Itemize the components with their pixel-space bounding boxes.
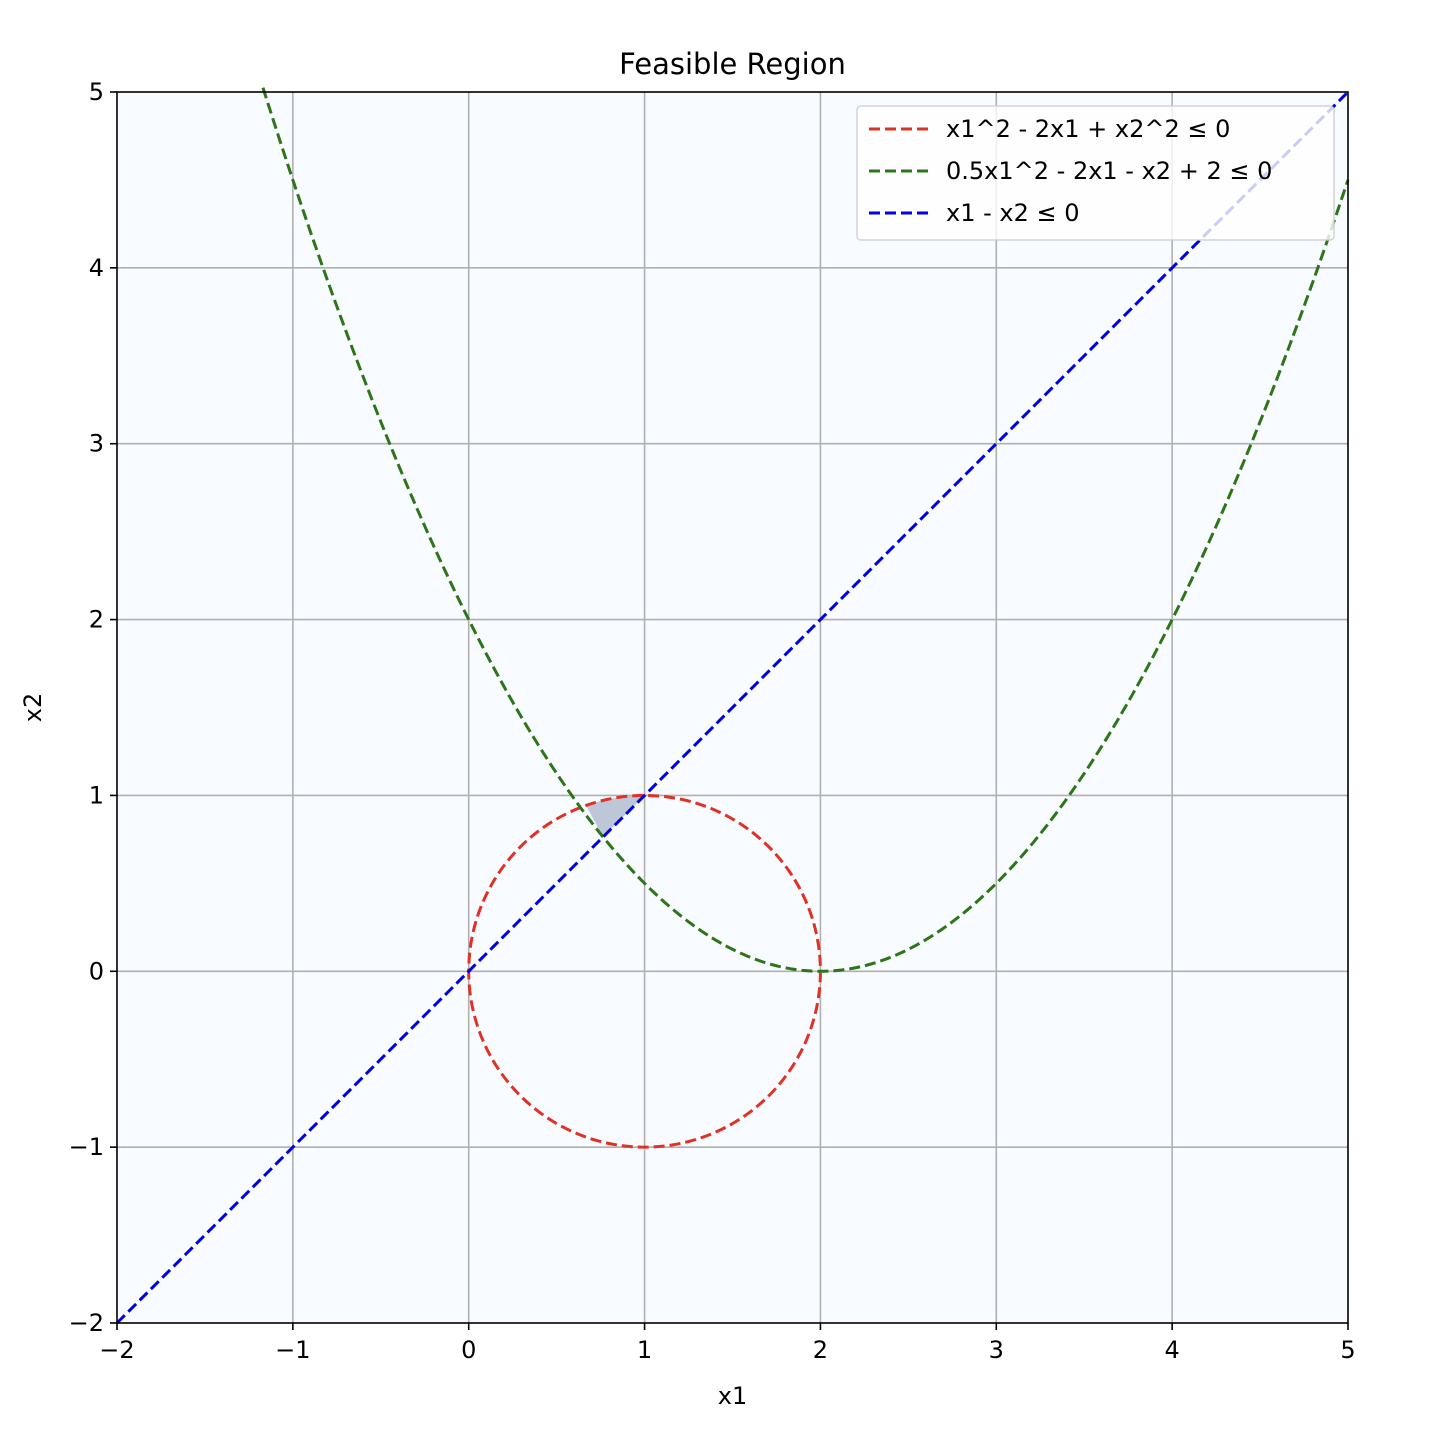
legend: x1^2 - 2x1 + x2^2 ≤ 0 0.5x1^2 - 2x1 - x2 … <box>856 105 1335 241</box>
y-tick-label: 2 <box>89 606 104 634</box>
series-line-3 <box>115 90 1350 1325</box>
legend-label-2: 0.5x1^2 - 2x1 - x2 + 2 ≤ 0 <box>946 157 1272 185</box>
x-tick-label: 3 <box>989 1336 1004 1364</box>
x-tick-label: 5 <box>1340 1336 1355 1364</box>
series-line-2 <box>261 87 1350 973</box>
x-axis-label: x1 <box>718 1382 747 1410</box>
y-tick-label: 5 <box>89 78 104 106</box>
chart-title: Feasible Region <box>619 47 846 81</box>
axis-ticks: −2 −1 0 1 2 3 4 5 −2 −1 0 1 2 3 4 5 <box>69 78 1356 1364</box>
y-tick-label: 4 <box>89 254 104 282</box>
y-tick-label: 0 <box>89 957 104 985</box>
y-axis-label: x2 <box>19 693 47 722</box>
series-layer <box>115 87 1350 1325</box>
x-tick-label: 4 <box>1165 1336 1180 1364</box>
grid <box>117 92 1348 1323</box>
y-tick-label: 3 <box>89 430 104 458</box>
y-tick-label: 1 <box>89 781 104 809</box>
x-tick-label: −2 <box>99 1336 134 1364</box>
x-tick-label: 2 <box>813 1336 828 1364</box>
legend-label-3: x1 - x2 ≤ 0 <box>946 199 1080 227</box>
x-tick-label: 1 <box>637 1336 652 1364</box>
plot-frame <box>116 91 1349 1324</box>
feasible-region-layer <box>586 795 645 837</box>
x-tick-label: −1 <box>275 1336 310 1364</box>
legend-label-1: x1^2 - 2x1 + x2^2 ≤ 0 <box>946 115 1230 143</box>
y-tick-label: −2 <box>69 1309 104 1337</box>
feasible-region <box>586 795 645 837</box>
x-tick-label: 0 <box>461 1336 476 1364</box>
y-tick-label: −1 <box>69 1133 104 1161</box>
legend-box <box>856 105 1335 241</box>
